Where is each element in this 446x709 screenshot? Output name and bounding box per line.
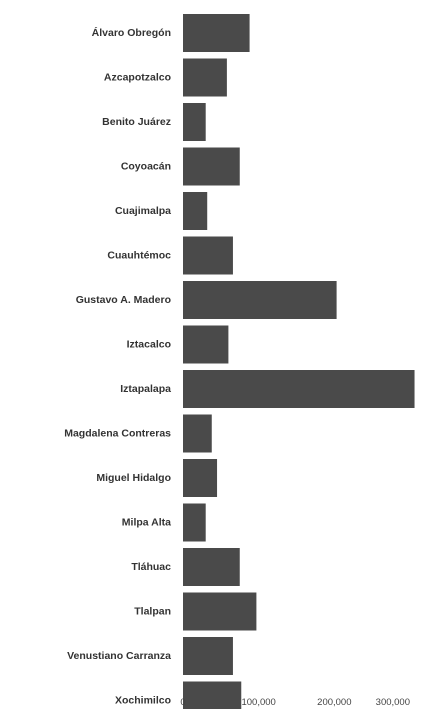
category-label-magdalena-contreras: Magdalena Contreras [64, 427, 171, 439]
category-label-tlahuac: Tláhuac [131, 561, 171, 573]
bar-miguel-hidalgo [183, 459, 218, 497]
bar-tlahuac [183, 548, 240, 586]
category-label-miguel-hidalgo: Miguel Hidalgo [96, 472, 171, 484]
bar-tlalpan [183, 592, 257, 631]
category-label-xochimilco: Xochimilco [115, 694, 171, 706]
category-labels-group: Álvaro Obregón Azcapotzalco Benito Juárez C… [64, 26, 171, 707]
x-tick-label: 200,000 [317, 697, 351, 708]
category-label-cuajimalpa: Cuajimalpa [115, 205, 171, 217]
category-label-iztacalco: Iztacalco [127, 338, 171, 350]
bar-milpa-alta [183, 503, 206, 542]
x-tick-label: 300,000 [376, 697, 410, 708]
bars-group [183, 14, 415, 709]
category-label-coyoacan: Coyoacán [121, 160, 171, 172]
bar-cuajimalpa [183, 192, 208, 230]
category-label-alvaro-obregon: Álvaro Obregón [92, 26, 171, 39]
category-label-venustiano-carranza: Venustiano Carranza [67, 650, 171, 662]
category-label-benito-juarez: Benito Juárez [102, 116, 171, 128]
bar-iztacalco [183, 325, 229, 364]
x-tick-label: 0 [180, 697, 185, 708]
category-label-azcapotzalco: Azcapotzalco [104, 71, 171, 83]
category-label-milpa-alta: Milpa Alta [122, 516, 171, 528]
bar-cuauhtemoc [183, 236, 233, 275]
bar-gustavo-a-madero [183, 281, 337, 319]
x-axis-ticks-group: 0 100,000 200,000 300,000 [180, 697, 410, 708]
bar-coyoacan [183, 147, 240, 186]
category-label-gustavo-a-madero: Gustavo A. Madero [76, 294, 171, 306]
bar-venustiano-carranza [183, 637, 233, 675]
bar-alvaro-obregon [183, 14, 250, 52]
bar-benito-juarez [183, 103, 206, 141]
category-label-tlalpan: Tlalpan [134, 605, 171, 617]
x-tick-label: 100,000 [241, 697, 275, 708]
category-label-cuauhtemoc: Cuauhtémoc [107, 249, 171, 261]
category-label-iztapalapa: Iztapalapa [120, 383, 171, 395]
bar-iztapalapa [183, 370, 415, 408]
bar-azcapotzalco [183, 58, 227, 97]
bar-xochimilco [183, 681, 242, 709]
bar-magdalena-contreras [183, 414, 212, 453]
